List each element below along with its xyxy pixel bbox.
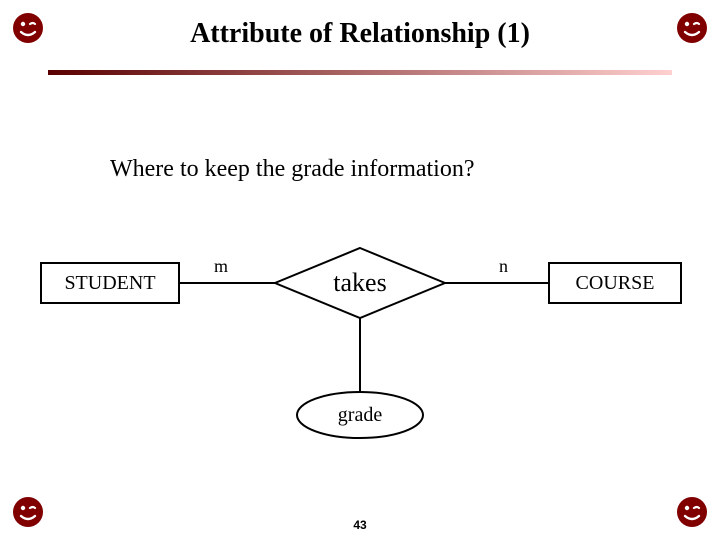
entity-course-label: COURSE bbox=[576, 272, 655, 295]
relationship-takes: takes bbox=[275, 248, 445, 318]
entity-course: COURSE bbox=[548, 262, 682, 304]
page-number: 43 bbox=[0, 518, 720, 532]
entity-student: STUDENT bbox=[40, 262, 180, 304]
edge-takes-course bbox=[445, 282, 548, 284]
attribute-grade-label: grade bbox=[295, 390, 425, 440]
relationship-takes-label: takes bbox=[275, 248, 445, 318]
attribute-grade: grade bbox=[295, 390, 425, 440]
cardinality-m: m bbox=[214, 256, 228, 277]
edge-student-takes bbox=[180, 282, 275, 284]
edge-takes-grade bbox=[359, 318, 361, 392]
entity-student-label: STUDENT bbox=[64, 272, 155, 295]
question-text: Where to keep the grade information? bbox=[110, 156, 475, 183]
title-rule bbox=[48, 62, 672, 67]
cardinality-n: n bbox=[499, 256, 508, 277]
slide-title: Attribute of Relationship (1) bbox=[0, 18, 720, 50]
